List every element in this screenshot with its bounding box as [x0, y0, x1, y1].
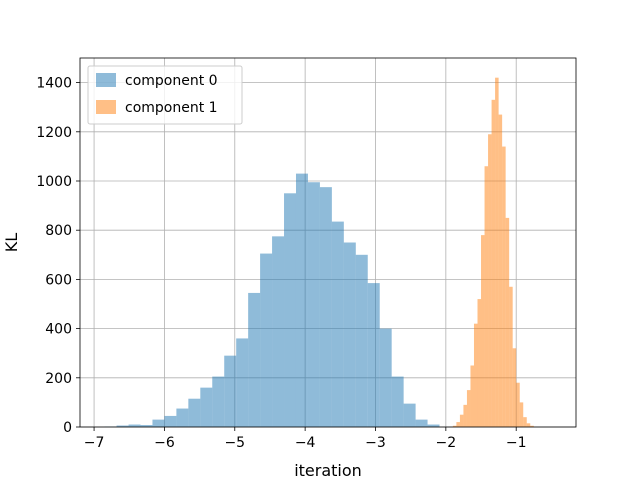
histogram-bar-component-0 [379, 328, 392, 427]
histogram-bar-component-1 [463, 404, 467, 427]
histogram-bar-component-0 [415, 419, 428, 427]
y-tick-label: 800 [45, 223, 72, 239]
histogram-bar-component-0 [307, 182, 320, 427]
x-tick-label: −2 [436, 435, 457, 451]
histogram-bar-component-0 [367, 283, 380, 427]
legend-label-component-0: component 0 [125, 73, 218, 89]
y-tick-label: 0 [63, 420, 72, 436]
legend-swatch-component-1 [96, 100, 116, 114]
histogram-bar-component-1 [502, 146, 506, 427]
histogram-bar-component-0 [224, 355, 237, 427]
histogram-bar-component-1 [505, 217, 510, 427]
x-tick-label: −4 [295, 435, 316, 451]
y-tick-label: 1200 [36, 125, 72, 141]
histogram-bar-component-1 [509, 286, 513, 427]
y-tick-label: 1000 [36, 174, 72, 190]
histogram-bar-component-1 [526, 423, 531, 427]
histogram-bar-component-0 [355, 254, 368, 427]
y-tick-label: 1400 [36, 76, 72, 92]
histogram-bar-component-0 [403, 403, 416, 427]
histogram-bar-component-1 [495, 77, 499, 428]
legend: component 0 component 1 [87, 65, 243, 125]
x-tick-label: −1 [506, 435, 527, 451]
histogram-bar-component-1 [530, 425, 534, 427]
histogram-bar-component-1 [491, 99, 496, 427]
y-tick-label: 600 [45, 272, 72, 288]
histogram-bar-component-0 [164, 415, 177, 427]
x-tick-label: −7 [84, 435, 105, 451]
y-axis-label: KL [2, 233, 21, 252]
histogram-bar-component-0 [319, 187, 332, 427]
histogram-bar-component-1 [516, 382, 520, 427]
histogram-bar-component-0 [295, 173, 308, 427]
histogram-bar-component-0 [140, 425, 153, 427]
histogram-bar-component-1 [523, 417, 527, 427]
histogram-bar-component-1 [488, 134, 492, 427]
histogram-bar-component-0 [343, 242, 356, 427]
histogram-bar-component-1 [466, 390, 471, 427]
histogram-bar-component-1 [519, 402, 524, 427]
histogram-bar-component-0 [284, 193, 296, 427]
bars [104, 77, 534, 428]
histogram-bar-component-0 [188, 398, 201, 427]
histogram-bar-component-1 [512, 348, 517, 427]
y-tick-label: 200 [45, 371, 72, 387]
histogram-bar-component-0 [260, 253, 273, 427]
histogram-bar-component-0 [176, 408, 189, 427]
histogram-bar-component-0 [200, 387, 213, 427]
histogram-bar-component-1 [470, 365, 474, 427]
histogram-bar-component-0 [427, 424, 440, 427]
histogram-bar-component-1 [481, 235, 485, 427]
legend-box [87, 65, 243, 125]
plot-frame [79, 57, 577, 428]
x-tick-label: −3 [365, 435, 386, 451]
histogram-bar-component-0 [152, 419, 165, 427]
histogram-bar-component-1 [473, 323, 478, 427]
y-tick-label: 400 [45, 322, 72, 338]
histogram-bar-component-0 [331, 221, 344, 427]
histogram-bar-component-1 [484, 166, 489, 428]
histogram-bar-component-0 [248, 292, 261, 427]
histogram-bar-component-1 [452, 425, 457, 427]
histogram-bar-component-0 [272, 236, 285, 427]
histogram-bar-component-0 [128, 424, 141, 427]
legend-label-component-1: component 1 [125, 100, 218, 116]
histogram-bar-component-1 [498, 114, 503, 427]
histogram-bar-component-0 [236, 338, 249, 427]
histogram-bar-component-1 [459, 414, 464, 427]
axis-ticks: −7 −6 −5 −4 −3 −2 −1 0 200 400 600 800 1000 1200 1400 [36, 76, 526, 451]
x-axis-label: iteration [294, 461, 362, 480]
histogram-bar-component-0 [212, 376, 225, 427]
histogram-bar-component-1 [456, 422, 460, 427]
x-tick-label: −5 [224, 435, 245, 451]
histogram-bar-component-0 [116, 425, 129, 427]
legend-swatch-component-0 [96, 73, 116, 87]
histogram-bar-component-1 [477, 299, 482, 427]
x-tick-label: −6 [154, 435, 175, 451]
histogram-bar-component-0 [391, 376, 404, 427]
